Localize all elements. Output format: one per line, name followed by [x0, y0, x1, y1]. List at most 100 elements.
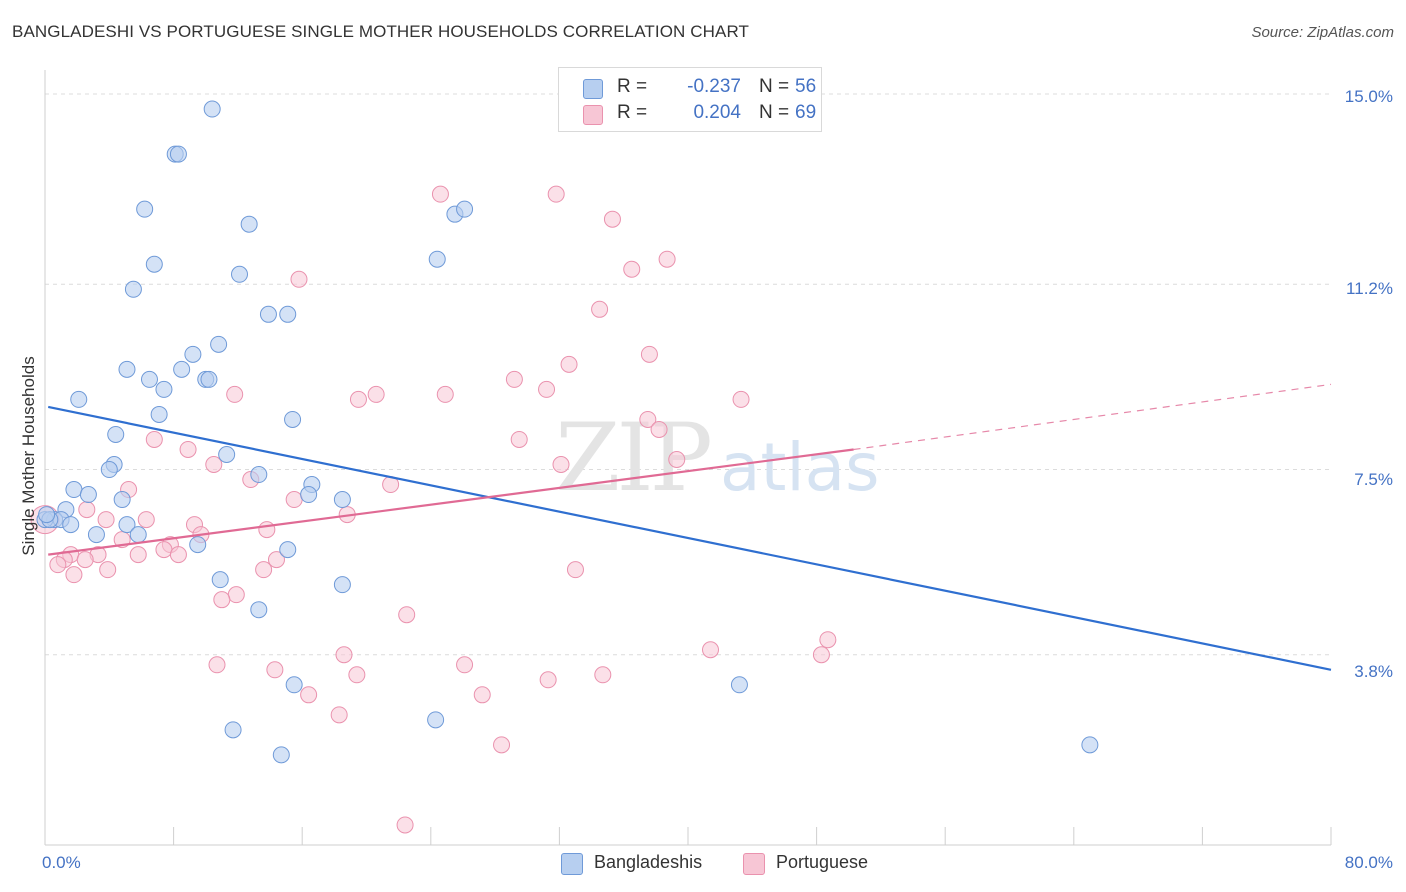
point-bangladeshis	[203, 100, 221, 118]
point-portuguese	[819, 631, 837, 649]
point-bangladeshis	[428, 250, 446, 268]
point-portuguese	[603, 210, 621, 228]
legend-n-label: N =	[759, 102, 790, 123]
point-bangladeshis	[240, 215, 258, 233]
point-bangladeshis	[100, 461, 118, 479]
point-portuguese	[658, 250, 676, 268]
point-portuguese	[547, 185, 565, 203]
point-bangladeshis	[224, 721, 242, 739]
point-bangladeshis	[118, 516, 136, 534]
legend-label-bangladeshis: Bangladeshis	[594, 852, 703, 872]
point-bangladeshis	[279, 305, 297, 323]
point-portuguese	[267, 551, 285, 569]
point-bangladeshis	[189, 536, 207, 554]
point-portuguese	[76, 551, 94, 569]
point-bangladeshis	[150, 405, 168, 423]
trend-line-bangladeshis	[47, 405, 1332, 671]
point-bangladeshis	[87, 526, 105, 544]
point-portuguese	[255, 561, 273, 579]
point-portuguese	[155, 541, 173, 559]
source-label: Source: ZipAtlas.com	[1251, 24, 1394, 41]
point-bangladeshis	[730, 676, 748, 694]
point-portuguese	[538, 380, 556, 398]
legend-swatch-portuguese	[743, 853, 765, 875]
point-portuguese	[436, 385, 454, 403]
point-bangladeshis	[259, 305, 277, 323]
point-portuguese	[49, 556, 67, 574]
point-portuguese	[213, 591, 231, 609]
watermark-zip: ZIP	[555, 404, 709, 513]
point-portuguese	[505, 370, 523, 388]
legend-r-value: 0.204	[693, 102, 741, 123]
watermark: ZIP atlas	[555, 404, 879, 513]
series-bangladeshis-points	[36, 100, 1099, 764]
point-bangladeshis	[107, 425, 125, 443]
legend-n-value: 56	[795, 76, 817, 97]
legend-swatch-bangladeshis	[561, 853, 583, 875]
point-portuguese	[78, 501, 96, 519]
series-portuguese-points	[30, 185, 837, 834]
point-portuguese	[266, 661, 284, 679]
legend-r-label: R =	[617, 76, 648, 97]
point-bangladeshis	[272, 746, 290, 764]
legend-swatch-bangladeshis	[583, 79, 603, 99]
point-bangladeshis	[62, 516, 80, 534]
point-portuguese	[205, 456, 223, 474]
point-portuguese	[97, 511, 115, 529]
y-tick-label: 15.0%	[1344, 87, 1393, 106]
point-bangladeshis	[145, 255, 163, 273]
chart-title: BANGLADESHI VS PORTUGUESE SINGLE MOTHER …	[12, 22, 749, 41]
point-portuguese	[348, 666, 366, 684]
point-portuguese	[367, 385, 385, 403]
point-portuguese	[431, 185, 449, 203]
point-portuguese	[594, 666, 612, 684]
point-bangladeshis	[169, 145, 187, 163]
point-bangladeshis	[118, 360, 136, 378]
point-bangladeshis	[129, 526, 147, 544]
point-portuguese	[560, 355, 578, 373]
point-bangladeshis	[79, 486, 97, 504]
point-bangladeshis	[231, 265, 249, 283]
legend-swatch-portuguese	[583, 105, 603, 125]
point-portuguese	[473, 686, 491, 704]
x-tick-label-min: 0.0%	[42, 853, 81, 872]
point-bangladeshis	[279, 541, 297, 559]
point-portuguese	[330, 706, 348, 724]
point-bangladeshis	[140, 370, 158, 388]
point-portuguese	[456, 656, 474, 674]
point-portuguese	[493, 736, 511, 754]
point-portuguese	[623, 260, 641, 278]
point-bangladeshis	[300, 486, 318, 504]
point-portuguese	[285, 491, 303, 509]
point-portuguese	[510, 430, 528, 448]
point-bangladeshis	[155, 380, 173, 398]
point-portuguese	[227, 586, 245, 604]
x-tick-marks	[44, 827, 1332, 845]
point-portuguese	[566, 561, 584, 579]
point-bangladeshis	[1081, 736, 1099, 754]
point-bangladeshis	[38, 506, 56, 524]
point-bangladeshis	[65, 481, 83, 499]
point-portuguese	[539, 671, 557, 689]
point-bangladeshis	[113, 491, 131, 509]
point-portuguese	[812, 646, 830, 664]
point-portuguese	[137, 511, 155, 529]
trend-line-portuguese	[48, 448, 854, 556]
point-bangladeshis	[427, 711, 445, 729]
legend-n-label: N =	[759, 76, 790, 97]
point-bangladeshis	[173, 360, 191, 378]
point-bangladeshis	[70, 390, 88, 408]
point-portuguese	[226, 385, 244, 403]
stats-legend: R = -0.237 N = 56 R = 0.204 N = 69	[558, 67, 822, 132]
trend-lines	[47, 383, 1332, 671]
point-portuguese	[650, 420, 668, 438]
y-tick-label: 11.2%	[1346, 279, 1393, 298]
legend-r-value: -0.237	[687, 76, 741, 97]
point-bangladeshis	[285, 676, 303, 694]
legend-label-portuguese: Portuguese	[776, 852, 869, 872]
point-portuguese	[591, 300, 609, 318]
point-portuguese	[640, 345, 658, 363]
point-portuguese	[145, 430, 163, 448]
legend-n-value: 69	[795, 102, 817, 123]
